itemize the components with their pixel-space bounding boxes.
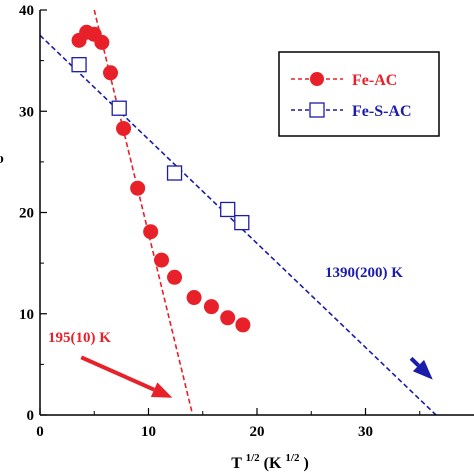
data-point-fe-ac — [203, 299, 219, 315]
x-tick-label: 30 — [358, 424, 373, 440]
x-axis-label-sup: 1/2 — [246, 452, 261, 464]
annotation-fe-s-ac-temperature: 1390(200) K — [325, 265, 403, 281]
legend-marker-fe-ac — [310, 72, 324, 86]
x-tick-label: 20 — [250, 424, 265, 440]
y-tick-label: 20 — [19, 206, 34, 222]
y-tick-label: 0 — [27, 408, 35, 424]
arrow-shaft-0 — [80, 355, 155, 392]
y-axis-label-fragment: υ — [0, 151, 4, 167]
data-point-fe-s-ac — [166, 165, 183, 181]
y-tick-label: 10 — [19, 307, 34, 323]
data-point-fe-ac — [154, 252, 170, 268]
arrow-head-0 — [150, 382, 173, 398]
x-axis-label-unit: (K — [264, 455, 282, 472]
data-point-fe-s-ac — [111, 100, 127, 116]
x-tick-label: 0 — [36, 424, 44, 440]
legend-marker-fe-s-ac — [309, 102, 325, 118]
data-markers — [71, 24, 251, 333]
data-point-fe-ac — [186, 290, 202, 306]
legend-box — [278, 51, 440, 137]
data-point-fe-ac — [116, 120, 132, 136]
data-point-fe-ac — [103, 65, 119, 81]
x-axis-label-unit-sup: 1/2 — [285, 452, 300, 464]
data-point-fe-ac — [167, 269, 183, 285]
x-axis-label-close: ) — [303, 455, 308, 472]
annotations — [80, 355, 433, 398]
y-tick-label: 30 — [19, 104, 34, 120]
axes: 0 10 20 30 0 10 20 30 40 — [19, 3, 474, 440]
x-tick-label: 10 — [141, 424, 156, 440]
data-point-fe-s-ac — [220, 201, 236, 218]
x-axis-label-main: T — [231, 455, 242, 472]
data-point-fe-ac — [220, 310, 236, 326]
arrow-shaft-1 — [409, 356, 420, 367]
annotation-fe-ac-temperature: 195(10) K — [48, 330, 111, 346]
data-point-fe-s-ac — [234, 214, 250, 231]
legend: Fe-AC Fe-S-AC — [278, 51, 440, 137]
legend-label-fe-ac: Fe-AC — [352, 72, 397, 89]
x-axis-label: T 1/2 (K 1/2 ) — [231, 448, 309, 472]
data-point-fe-s-ac — [71, 57, 87, 73]
arrow-head-1 — [412, 359, 433, 380]
y-tick-label: 40 — [19, 3, 34, 19]
data-point-fe-ac — [143, 224, 159, 240]
data-point-fe-ac — [94, 34, 110, 50]
data-point-fe-ac — [235, 317, 251, 333]
data-point-fe-ac — [130, 180, 146, 196]
legend-label-fe-s-ac: Fe-S-AC — [352, 103, 412, 120]
